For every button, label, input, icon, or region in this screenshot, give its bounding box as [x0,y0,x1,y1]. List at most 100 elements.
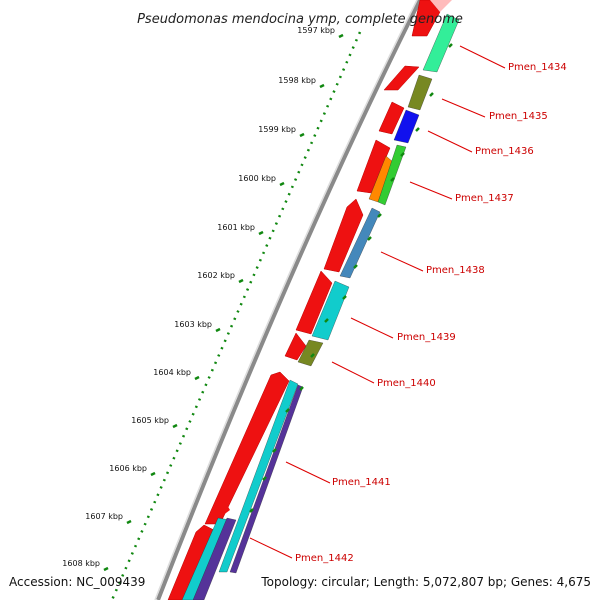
kbp-tick: 1597 kbp [297,26,344,39]
kbp-tick: 1599 kbp [258,125,305,138]
kbp-tick-label: 1602 kbp [197,271,235,280]
cds-track [167,0,452,600]
feature-tick [272,448,277,453]
kbp-tick-mark [172,423,178,429]
kbp-tick: 1606 kbp [109,464,156,477]
feature-tick [429,92,434,97]
gene-label: Pmen_1439 [350,317,456,343]
gene-label-text: Pmen_1436 [475,146,534,157]
kbp-tick: 1604 kbp [153,368,200,381]
kbp-tick: 1602 kbp [197,271,244,284]
gene-label-text: Pmen_1442 [295,553,354,564]
gene-label: Pmen_1435 [441,98,548,122]
kbp-tick: 1600 kbp [238,174,285,187]
cds-arrow [323,198,364,273]
feature-block [377,144,407,206]
gene-label-leader [441,98,486,118]
gene-labels: Pmen_1434 Pmen_1435 Pmen_1436 Pmen_1437 Pmen… [249,45,567,564]
feature-tick [262,476,267,481]
kbp-tick: 1608 kbp [62,559,109,572]
feature-tick [377,213,382,218]
kbp-tick: 1605 kbp [131,416,178,429]
feature-track [181,13,460,600]
cds-arrow [213,500,230,516]
feature-block [407,74,433,111]
kbp-tick: 1607 kbp [85,512,132,525]
accession-text: Accession: NC_009439 [9,575,145,589]
genome-summary-text: Topology: circular; Length: 5,072,807 bp… [260,575,591,589]
kbp-tick-label: 1599 kbp [258,125,296,134]
gene-label-leader [285,461,331,484]
kbp-tick-label: 1608 kbp [62,559,100,568]
kbp-tick-label: 1604 kbp [153,368,191,377]
feature-tick [310,353,315,358]
gene-label-text: Pmen_1438 [426,265,485,276]
kbp-tick-mark [194,375,200,381]
kbp-tick: 1603 kbp [174,320,221,333]
feature-block [192,517,237,600]
kbp-tick-mark [319,83,325,89]
feature-tick [353,264,358,269]
gene-label: Pmen_1434 [459,45,567,73]
gene-label: Pmen_1436 [427,130,534,157]
kbp-tick-label: 1606 kbp [109,464,147,473]
feature-tick [367,236,372,241]
gene-label: Pmen_1438 [380,251,485,276]
feature-tick [299,386,304,391]
feature-ticks [249,43,453,513]
feature-block [297,339,324,367]
feature-block [311,280,350,341]
feature-tick [249,508,254,513]
kbp-tick-mark [103,566,109,572]
gene-label-leader [409,181,453,200]
kbp-tick-mark [126,519,132,525]
gene-label-text: Pmen_1435 [489,111,548,122]
gene-label-text: Pmen_1434 [508,62,567,73]
gene-label-leader [249,537,293,559]
kbp-tick-mark [215,327,221,333]
gene-label-text: Pmen_1440 [377,378,436,389]
gene-label-text: Pmen_1441 [332,477,391,488]
feature-tick [324,318,329,323]
genome-backbone [156,0,422,600]
cds-arrow [356,139,391,194]
gene-label: Pmen_1442 [249,537,354,564]
gene-label-leader [427,130,473,153]
feature-block [393,109,420,144]
gene-label-leader [459,45,506,69]
feature-tick [390,177,395,182]
kbp-tick: 1598 kbp [278,76,325,89]
feature-tick [400,152,405,157]
gene-label: Pmen_1437 [409,181,514,204]
gene-label: Pmen_1441 [285,461,391,488]
feature-tick [448,43,453,48]
gene-label-leader [350,317,394,339]
map-title: Pseudomonas mendocina ymp, complete geno… [137,12,463,27]
kbp-tick-mark [279,181,285,187]
kbp-tick-label: 1601 kbp [217,223,255,232]
feature-block [422,13,460,73]
kbp-tick-label: 1600 kbp [238,174,276,183]
kbp-tick-mark [338,33,344,39]
feature-tick [285,408,290,413]
kbp-tick-label: 1605 kbp [131,416,169,425]
cds-arrow [167,524,215,600]
cds-arrow [295,270,333,335]
cds-arrow-faded [430,0,452,12]
gene-label-text: Pmen_1439 [397,332,456,343]
gene-label-leader [380,251,424,272]
gene-label: Pmen_1440 [331,361,436,389]
cds-arrow [383,65,420,91]
feature-tick [342,295,347,300]
cds-arrow [378,101,405,135]
kbp-tick-mark [150,471,156,477]
kbp-tick-mark [258,230,264,236]
gene-label-text: Pmen_1437 [455,193,514,204]
feature-block [218,379,299,573]
kbp-tick-label: 1598 kbp [278,76,316,85]
kbp-tick-label: 1603 kbp [174,320,212,329]
kbp-tick-mark [299,132,305,138]
gene-label-leader [331,361,375,384]
genome-backbone-highlight [154,0,418,600]
